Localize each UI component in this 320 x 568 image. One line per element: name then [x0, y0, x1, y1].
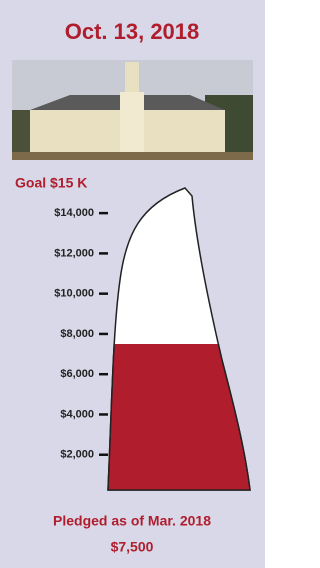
y-tick-label: $4,000: [60, 408, 94, 420]
caption: Pledged as of Mar. 2018: [53, 513, 211, 529]
y-tick-label: $8,000: [60, 328, 94, 340]
chart-title: Oct. 13, 2018: [65, 19, 200, 44]
y-tick-label: $14,000: [54, 207, 94, 219]
building-photo: [12, 60, 253, 160]
cupola: [125, 62, 139, 92]
y-tick-label: $6,000: [60, 368, 94, 380]
portico: [120, 92, 144, 155]
value-label: $7,500: [111, 539, 154, 555]
y-tick-label: $12,000: [54, 247, 94, 259]
goal-label: Goal $15 K: [15, 175, 87, 191]
chart: Oct. 13, 2018 Goal $15 K Pledged as of M…: [0, 0, 265, 568]
y-tick-label: $2,000: [60, 449, 94, 461]
ground: [12, 152, 253, 160]
y-tick-label: $10,000: [54, 288, 94, 300]
